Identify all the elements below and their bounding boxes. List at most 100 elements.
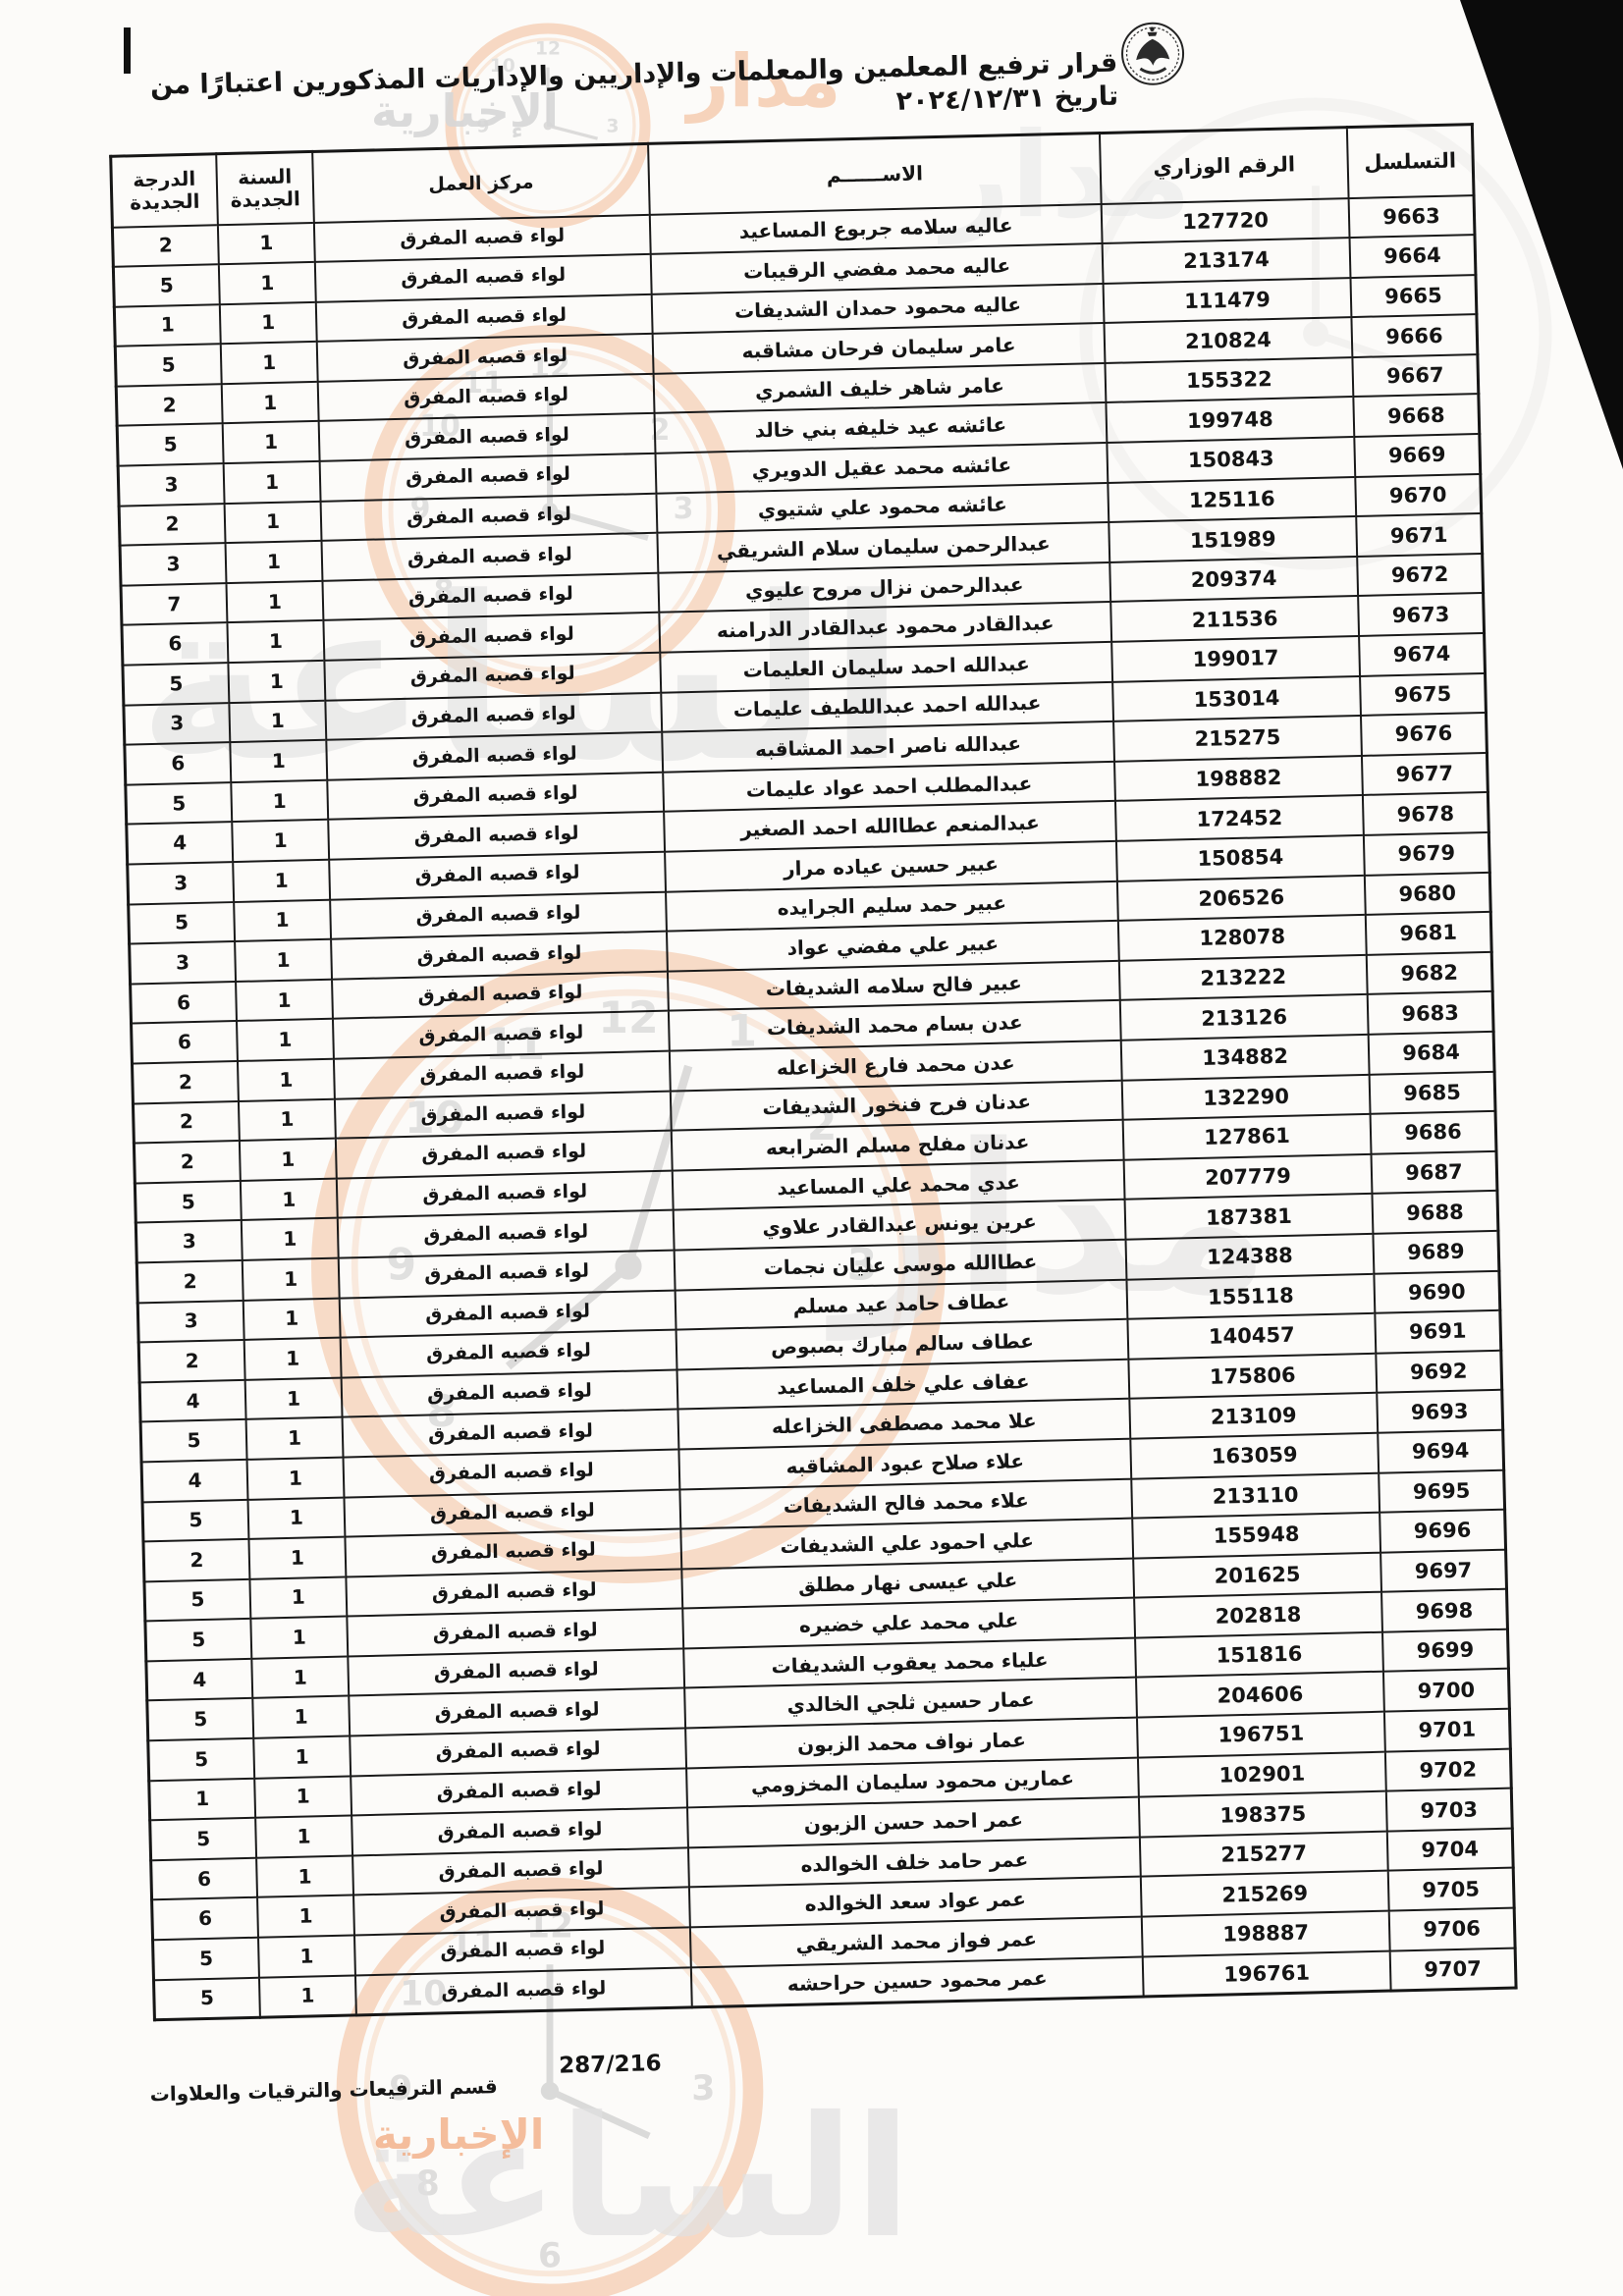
cell-ministry: 206526 (1116, 875, 1366, 922)
cell-grade: 6 (130, 981, 238, 1024)
cell-grade: 1 (114, 303, 221, 347)
col-header-new-year: السنة الجديدة (216, 151, 314, 225)
cell-ministry: 124388 (1125, 1233, 1375, 1280)
cell-ministry: 213109 (1129, 1393, 1379, 1439)
cell-ministry: 127720 (1101, 197, 1350, 244)
cell-ministry: 213174 (1102, 238, 1351, 284)
cell-year: 1 (244, 1377, 343, 1420)
cell-serial: 9666 (1351, 314, 1478, 357)
cell-ministry: 111479 (1103, 277, 1352, 324)
cell-grade: 5 (117, 423, 224, 466)
cell-ministry: 132290 (1121, 1074, 1371, 1120)
cell-grade: 2 (133, 1100, 240, 1144)
cell-ministry: 207779 (1123, 1153, 1373, 1201)
cell-grade: 3 (129, 941, 237, 985)
cell-serial: 9688 (1372, 1191, 1498, 1234)
cell-grade: 6 (124, 742, 232, 785)
cell-year: 1 (240, 1178, 338, 1221)
cell-ministry: 155118 (1126, 1273, 1376, 1319)
cell-serial: 9695 (1379, 1469, 1505, 1513)
cell-grade: 4 (139, 1379, 246, 1422)
cell-year: 1 (253, 1735, 352, 1779)
cell-ministry: 172452 (1114, 795, 1364, 841)
cell-year: 1 (238, 1098, 336, 1142)
cell-grade: 3 (120, 543, 227, 586)
cell-grade: 3 (123, 702, 231, 745)
cell-grade: 5 (144, 1619, 252, 1662)
col-header-ministry: الرقم الوزاري (1099, 127, 1349, 204)
header-line: الجديدة (230, 186, 301, 212)
cell-ministry: 213110 (1131, 1472, 1380, 1519)
cell-serial: 9700 (1382, 1669, 1510, 1712)
cell-ministry: 102901 (1137, 1751, 1386, 1797)
cell-year: 1 (225, 541, 323, 583)
jordan-emblem-logo (1118, 18, 1187, 88)
cell-ministry: 210824 (1104, 317, 1353, 363)
cell-ministry: 198887 (1141, 1910, 1390, 1957)
cell-serial: 9679 (1363, 831, 1490, 876)
cell-grade: 4 (145, 1658, 253, 1701)
cell-ministry: 202818 (1134, 1591, 1382, 1638)
cell-grade: 7 (121, 582, 228, 626)
cell-year: 1 (217, 222, 315, 265)
cell-year: 1 (234, 899, 332, 942)
cell-grade: 2 (119, 503, 226, 546)
cell-grade: 3 (127, 862, 235, 905)
cell-grade: 5 (122, 663, 230, 706)
cell-grade: 6 (151, 1897, 259, 1941)
cell-ministry: 201625 (1133, 1552, 1382, 1598)
cell-ministry: 204606 (1136, 1672, 1384, 1718)
cell-ministry: 215277 (1139, 1831, 1388, 1877)
header-line: الجديدة (129, 188, 200, 215)
cell-serial: 9676 (1360, 713, 1488, 756)
cell-serial: 9699 (1381, 1629, 1509, 1673)
cell-year: 1 (258, 1935, 355, 1978)
cell-ministry: 196751 (1136, 1711, 1385, 1758)
cell-serial: 9707 (1389, 1948, 1517, 1991)
cell-ministry: 151989 (1109, 516, 1358, 562)
cell-year: 1 (246, 1457, 345, 1500)
cell-year: 1 (220, 342, 318, 385)
cell-year: 1 (232, 820, 330, 863)
cell-serial: 9683 (1367, 991, 1494, 1035)
cell-grade: 2 (136, 1259, 243, 1303)
cell-ministry: 127861 (1122, 1113, 1372, 1160)
scan-edge-mark (124, 27, 131, 74)
cell-serial: 9702 (1384, 1748, 1512, 1791)
cell-ministry: 209374 (1109, 556, 1359, 603)
cell-grade: 5 (142, 1499, 249, 1542)
cell-grade: 5 (125, 781, 233, 826)
cell-grade: 3 (118, 463, 225, 507)
cell-serial: 9670 (1355, 473, 1482, 517)
header-line: الدرجة (132, 166, 196, 192)
cell-year: 1 (257, 1895, 354, 1938)
cell-year: 1 (239, 1138, 337, 1181)
cell-grade: 2 (134, 1141, 241, 1184)
cell-grade: 1 (148, 1778, 256, 1821)
cell-serial: 9686 (1370, 1110, 1496, 1154)
cell-year: 1 (222, 421, 320, 464)
cell-serial: 9706 (1388, 1907, 1516, 1951)
cell-grade: 5 (115, 344, 222, 387)
cell-ministry: 163059 (1130, 1432, 1380, 1479)
cell-ministry: 213126 (1119, 994, 1369, 1041)
cell-serial: 9698 (1381, 1588, 1508, 1632)
cell-grade: 2 (116, 384, 223, 427)
cell-ministry: 215269 (1140, 1871, 1389, 1917)
cell-year: 1 (245, 1416, 344, 1460)
cell-grade: 6 (150, 1857, 258, 1900)
cell-ministry: 150854 (1115, 834, 1365, 881)
page-title: قرار ترفيع المعلمين والمعلمات والإداريين… (149, 47, 1119, 117)
cell-serial: 9681 (1365, 912, 1492, 955)
cell-year: 1 (251, 1656, 350, 1699)
cell-grade: 5 (128, 901, 236, 944)
cell-year: 1 (236, 979, 333, 1022)
cell-ministry: 215275 (1113, 716, 1362, 762)
cell-grade: 2 (132, 1060, 239, 1104)
cell-year: 1 (228, 660, 326, 703)
cell-grade: 2 (142, 1538, 250, 1582)
cell-year: 1 (249, 1576, 348, 1620)
page-number: 287/216 (558, 2051, 662, 2079)
